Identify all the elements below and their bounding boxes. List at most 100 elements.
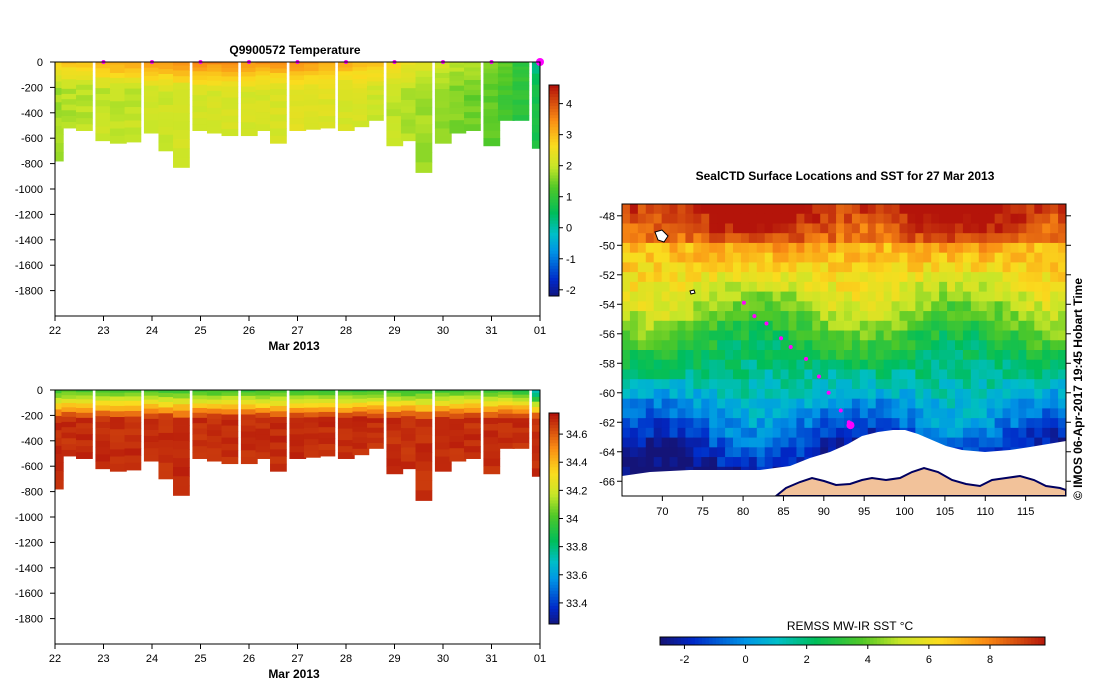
heatmap-cell bbox=[531, 110, 540, 119]
heatmap-cell bbox=[318, 432, 336, 439]
colorbar-swatch bbox=[549, 416, 559, 420]
heatmap-cell bbox=[206, 64, 224, 69]
x-tick-label: 23 bbox=[97, 325, 109, 337]
sst-cell bbox=[978, 311, 988, 322]
sst-cell bbox=[939, 379, 948, 390]
sst-cell bbox=[939, 320, 948, 332]
sst-cell bbox=[947, 301, 956, 312]
heatmap-cell bbox=[303, 67, 321, 72]
sst-cell bbox=[947, 388, 956, 400]
track-point bbox=[741, 300, 746, 305]
heatmap-cell bbox=[483, 430, 501, 438]
sst-cell bbox=[637, 330, 647, 341]
sst-cell bbox=[733, 408, 742, 419]
y-tick-label: -1800 bbox=[15, 286, 43, 298]
sst-cell bbox=[637, 272, 647, 283]
heatmap-cell bbox=[221, 128, 239, 137]
sst-cell bbox=[725, 437, 734, 448]
heatmap-cell bbox=[255, 403, 273, 409]
sst-cell bbox=[780, 301, 789, 312]
sst-cell bbox=[891, 408, 900, 419]
sst-cell bbox=[788, 418, 797, 429]
sst-cell bbox=[693, 379, 702, 390]
x-tick-label: 27 bbox=[291, 325, 303, 337]
sst-cell bbox=[828, 340, 837, 351]
sst-cell bbox=[629, 213, 639, 224]
heatmap-cell bbox=[303, 445, 321, 452]
sst-cell bbox=[756, 320, 766, 332]
heatmap-cell bbox=[270, 101, 287, 109]
colorbar-swatch bbox=[922, 637, 927, 645]
colorbar-swatch bbox=[989, 637, 993, 645]
heatmap-cell bbox=[173, 112, 190, 122]
heatmap-cell bbox=[221, 62, 239, 65]
sst-cell bbox=[994, 408, 1004, 419]
sst-cell bbox=[1002, 427, 1011, 439]
sst-cell bbox=[693, 311, 702, 322]
heatmap-cell bbox=[352, 98, 370, 105]
sst-cell bbox=[939, 281, 948, 293]
heatmap-cell bbox=[255, 392, 273, 396]
sst-cell bbox=[733, 291, 742, 302]
colorbar-swatch bbox=[933, 637, 937, 645]
heatmap-cell bbox=[434, 392, 452, 397]
sst-cell bbox=[772, 418, 782, 429]
heatmap-cell bbox=[512, 81, 530, 87]
y-tick-label: -1600 bbox=[15, 588, 43, 600]
sst-cell bbox=[693, 330, 702, 341]
heatmap-cell bbox=[303, 117, 321, 124]
sst-cell bbox=[717, 281, 726, 293]
sst-cell bbox=[677, 223, 686, 234]
sst-cell bbox=[891, 242, 900, 254]
heatmap-cell bbox=[192, 392, 210, 396]
colorbar-swatch bbox=[549, 563, 559, 568]
sst-cell bbox=[812, 369, 821, 380]
sst-cell bbox=[1026, 204, 1035, 215]
sst-cell bbox=[931, 418, 940, 429]
sst-cell bbox=[796, 330, 805, 341]
sst-cell bbox=[788, 301, 797, 312]
sst-cell bbox=[764, 350, 774, 361]
sst-cell bbox=[891, 204, 900, 215]
colorbar-tick-label: 4 bbox=[865, 654, 871, 666]
sst-cell bbox=[820, 223, 829, 234]
heatmap-cell bbox=[109, 62, 127, 66]
heatmap-cell bbox=[55, 81, 64, 89]
heatmap-cell bbox=[415, 115, 433, 125]
sst-cell bbox=[748, 418, 758, 429]
sst-cell bbox=[1034, 340, 1043, 351]
heatmap-cell bbox=[400, 454, 418, 462]
heatmap-cell bbox=[61, 121, 79, 129]
heatmap-cell bbox=[240, 399, 258, 405]
sst-cell bbox=[812, 427, 821, 439]
sst-cell bbox=[637, 388, 647, 400]
sst-cell bbox=[931, 291, 940, 302]
sst-cell bbox=[907, 408, 916, 419]
sst-cell bbox=[733, 272, 742, 283]
heatmap-cell bbox=[318, 64, 336, 68]
heatmap-cell bbox=[76, 84, 93, 91]
sst-cell bbox=[923, 233, 932, 244]
sst-cell bbox=[844, 379, 853, 390]
sst-cell bbox=[986, 330, 996, 341]
heatmap-cell bbox=[464, 440, 481, 447]
sst-cell bbox=[923, 427, 932, 439]
colorbar-swatch bbox=[726, 637, 731, 645]
sst-cell bbox=[661, 369, 671, 380]
heatmap-cell bbox=[221, 115, 239, 123]
heatmap-cell bbox=[255, 89, 273, 96]
sst-cell bbox=[645, 350, 655, 361]
sst-cell bbox=[1018, 204, 1027, 215]
sst-cell bbox=[875, 359, 885, 370]
sst-cell bbox=[693, 340, 702, 351]
sst-cell bbox=[669, 340, 678, 351]
colorbar-swatch bbox=[549, 542, 559, 547]
heatmap-cell bbox=[449, 67, 467, 72]
colorbar-swatch bbox=[549, 446, 559, 450]
sst-cell bbox=[891, 388, 900, 400]
sst-cell bbox=[899, 340, 908, 351]
sst-cell bbox=[978, 359, 988, 370]
sst-cell bbox=[733, 262, 742, 273]
sst-cell bbox=[780, 262, 789, 273]
sst-cell bbox=[693, 242, 702, 254]
